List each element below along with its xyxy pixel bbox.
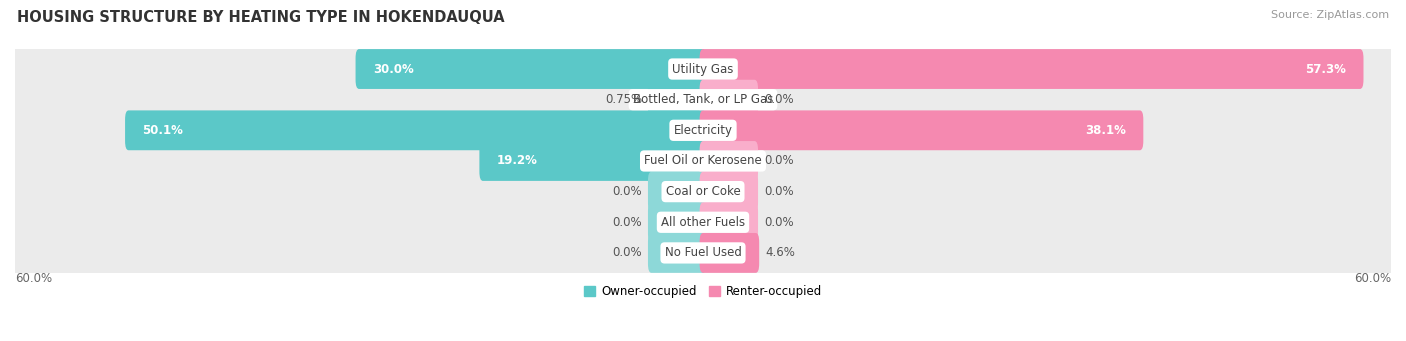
FancyBboxPatch shape xyxy=(125,110,706,150)
Text: 0.0%: 0.0% xyxy=(763,216,793,229)
Text: 19.2%: 19.2% xyxy=(496,154,537,167)
Text: 60.0%: 60.0% xyxy=(1354,272,1391,285)
Text: Source: ZipAtlas.com: Source: ZipAtlas.com xyxy=(1271,10,1389,20)
Text: 0.75%: 0.75% xyxy=(605,93,643,106)
Text: 0.0%: 0.0% xyxy=(613,216,643,229)
FancyBboxPatch shape xyxy=(648,172,706,211)
Text: All other Fuels: All other Fuels xyxy=(661,216,745,229)
FancyBboxPatch shape xyxy=(479,141,706,181)
Text: Fuel Oil or Kerosene: Fuel Oil or Kerosene xyxy=(644,154,762,167)
Text: Electricity: Electricity xyxy=(673,124,733,137)
FancyBboxPatch shape xyxy=(11,169,1395,214)
Text: 0.0%: 0.0% xyxy=(763,154,793,167)
Text: 57.3%: 57.3% xyxy=(1305,62,1347,75)
Text: 38.1%: 38.1% xyxy=(1085,124,1126,137)
FancyBboxPatch shape xyxy=(648,202,706,242)
Text: 4.6%: 4.6% xyxy=(765,247,794,260)
Text: Coal or Coke: Coal or Coke xyxy=(665,185,741,198)
FancyBboxPatch shape xyxy=(700,141,758,181)
FancyBboxPatch shape xyxy=(11,107,1395,153)
Text: 0.0%: 0.0% xyxy=(613,185,643,198)
FancyBboxPatch shape xyxy=(648,80,706,120)
Text: 50.1%: 50.1% xyxy=(142,124,183,137)
FancyBboxPatch shape xyxy=(700,233,759,273)
FancyBboxPatch shape xyxy=(700,202,758,242)
FancyBboxPatch shape xyxy=(11,77,1395,123)
FancyBboxPatch shape xyxy=(11,138,1395,184)
FancyBboxPatch shape xyxy=(11,230,1395,276)
FancyBboxPatch shape xyxy=(700,49,1364,89)
FancyBboxPatch shape xyxy=(356,49,706,89)
Text: HOUSING STRUCTURE BY HEATING TYPE IN HOKENDAUQUA: HOUSING STRUCTURE BY HEATING TYPE IN HOK… xyxy=(17,10,505,25)
FancyBboxPatch shape xyxy=(11,199,1395,245)
Text: 0.0%: 0.0% xyxy=(613,247,643,260)
FancyBboxPatch shape xyxy=(700,80,758,120)
Text: 30.0%: 30.0% xyxy=(373,62,413,75)
Text: 0.0%: 0.0% xyxy=(763,93,793,106)
FancyBboxPatch shape xyxy=(700,172,758,211)
FancyBboxPatch shape xyxy=(648,233,706,273)
Text: No Fuel Used: No Fuel Used xyxy=(665,247,741,260)
Legend: Owner-occupied, Renter-occupied: Owner-occupied, Renter-occupied xyxy=(579,280,827,303)
Text: Utility Gas: Utility Gas xyxy=(672,62,734,75)
Text: Bottled, Tank, or LP Gas: Bottled, Tank, or LP Gas xyxy=(633,93,773,106)
Text: 0.0%: 0.0% xyxy=(763,185,793,198)
Text: 60.0%: 60.0% xyxy=(15,272,52,285)
FancyBboxPatch shape xyxy=(11,46,1395,92)
FancyBboxPatch shape xyxy=(700,110,1143,150)
